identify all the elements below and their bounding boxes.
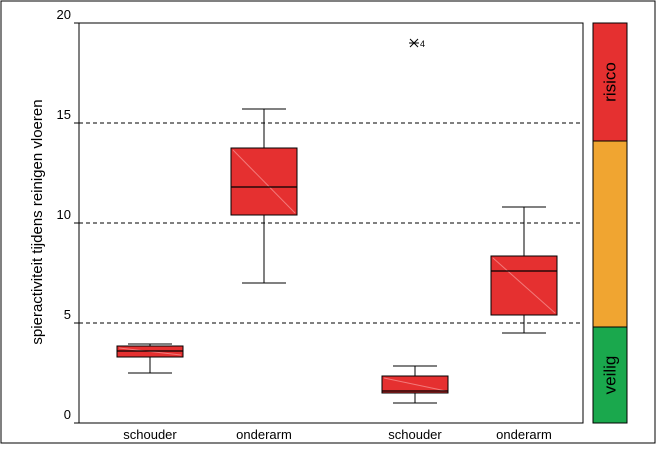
- box-sheen: [492, 257, 556, 314]
- box-4: [490, 206, 558, 334]
- outlier-marker: 4: [409, 38, 425, 49]
- y-tick-label: 10: [57, 207, 71, 222]
- x-axis-categories: schouder onderarm schouder onderarm: [123, 427, 552, 442]
- box-sheen: [383, 377, 447, 392]
- outlier-label: 4: [420, 39, 425, 49]
- box-1: [116, 343, 184, 374]
- gridlines: [79, 122, 583, 324]
- zone-veilig: [592, 326, 628, 424]
- zone-label: veilig: [601, 356, 620, 395]
- box-2: [230, 108, 298, 284]
- y-axis-ticks: 0 5 10 15 20: [57, 7, 79, 424]
- plot-frame: [78, 22, 584, 424]
- boxes: 4: [116, 38, 558, 404]
- box-sheen: [232, 149, 296, 214]
- risk-zone-bar: veilig risico: [592, 22, 628, 424]
- zone-risico: [592, 22, 628, 142]
- x-category-label: schouder: [123, 427, 177, 442]
- box-3: 4: [381, 38, 449, 404]
- y-tick-label: 0: [64, 407, 71, 422]
- zone-label: risico: [601, 62, 620, 102]
- y-tick-label: 20: [57, 7, 71, 22]
- zone-middle: [592, 140, 628, 328]
- x-category-label: onderarm: [496, 427, 552, 442]
- y-tick-label: 15: [57, 107, 71, 122]
- x-category-label: onderarm: [236, 427, 292, 442]
- y-axis-label: spieractiviteit tijdens reinigen vloeren: [29, 99, 46, 344]
- y-tick-label: 5: [64, 307, 71, 322]
- x-category-label: schouder: [388, 427, 442, 442]
